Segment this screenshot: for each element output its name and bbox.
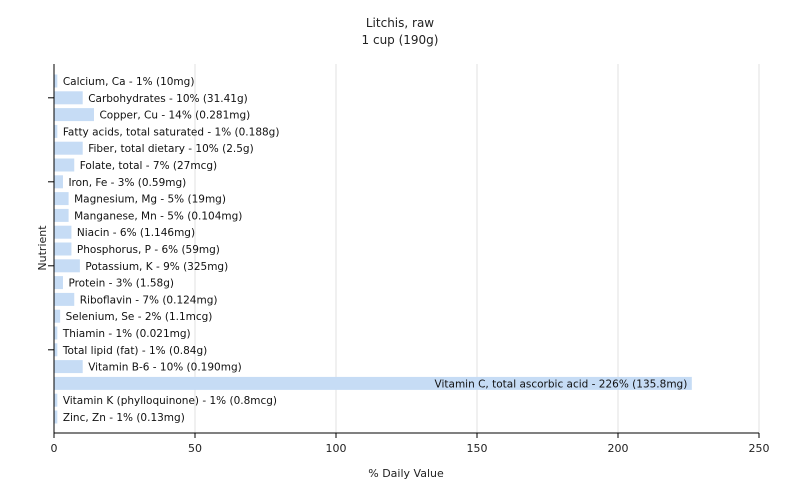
bar (54, 292, 75, 306)
bar (54, 393, 58, 407)
x-tick-label: 250 (749, 442, 770, 455)
bar-label: Total lipid (fat) - 1% (0.84g) (62, 345, 207, 357)
bar-label: Calcium, Ca - 1% (10mg) (63, 76, 195, 88)
bar-label: Vitamin K (phylloquinone) - 1% (0.8mcg) (63, 395, 277, 407)
bar-label: Copper, Cu - 14% (0.281mg) (99, 110, 250, 122)
bar (54, 276, 63, 290)
bar (54, 208, 69, 222)
bar (54, 225, 72, 239)
bar-label: Carbohydrates - 10% (31.41g) (88, 93, 248, 105)
y-axis-title: Nutrient (36, 225, 49, 271)
bar-label: Vitamin C, total ascorbic acid - 226% (1… (435, 378, 688, 390)
bar-label: Protein - 3% (1.58g) (68, 278, 174, 290)
bar (54, 158, 75, 172)
axes (48, 64, 760, 438)
x-tick-label: 100 (326, 442, 347, 455)
chart-subtitle: 1 cup (190g) (362, 33, 439, 47)
bar (54, 242, 72, 256)
x-axis-title: % Daily Value (368, 467, 444, 480)
bar-label: Iron, Fe - 3% (0.59mg) (68, 177, 186, 189)
bar (54, 309, 61, 323)
bar (54, 410, 58, 424)
x-tick-label: 50 (188, 442, 202, 455)
bar (54, 326, 58, 340)
bar (54, 175, 63, 189)
bars: Calcium, Ca - 1% (10mg) Carbohydrates - 1… (54, 74, 692, 424)
bar-label: Fiber, total dietary - 10% (2.5g) (88, 143, 253, 155)
bar-label: Zinc, Zn - 1% (0.13mg) (63, 412, 185, 424)
bar (54, 259, 80, 273)
bar (54, 74, 58, 88)
bar (54, 108, 94, 122)
bar (54, 91, 83, 105)
x-tick-label: 150 (467, 442, 488, 455)
bar-label: Riboflavin - 7% (0.124mg) (80, 294, 218, 306)
x-tick-labels: 0 50 100 150 200 250 (51, 442, 770, 455)
bar-label: Thiamin - 1% (0.021mg) (62, 328, 191, 340)
bar-label: Potassium, K - 9% (325mg) (85, 261, 228, 273)
bar-label: Folate, total - 7% (27mcg) (80, 160, 217, 172)
bar-label: Magnesium, Mg - 5% (19mg) (74, 194, 226, 206)
bar (54, 360, 83, 374)
bar (54, 376, 692, 390)
bar (54, 343, 58, 357)
bar (54, 124, 58, 138)
bar-label: Fatty acids, total saturated - 1% (0.188… (63, 126, 280, 138)
chart-title: Litchis, raw (366, 16, 434, 30)
bar-label: Phosphorus, P - 6% (59mg) (77, 244, 220, 256)
bar-label: Manganese, Mn - 5% (0.104mg) (74, 210, 242, 222)
bar-label: Niacin - 6% (1.146mg) (77, 227, 195, 239)
bar (54, 192, 69, 206)
x-tick-label: 200 (608, 442, 629, 455)
bar-label: Selenium, Se - 2% (1.1mcg) (66, 311, 213, 323)
x-tick-label: 0 (51, 442, 58, 455)
bar (54, 141, 83, 155)
bar-label: Vitamin B-6 - 10% (0.190mg) (88, 362, 242, 374)
gridlines (194, 64, 760, 433)
